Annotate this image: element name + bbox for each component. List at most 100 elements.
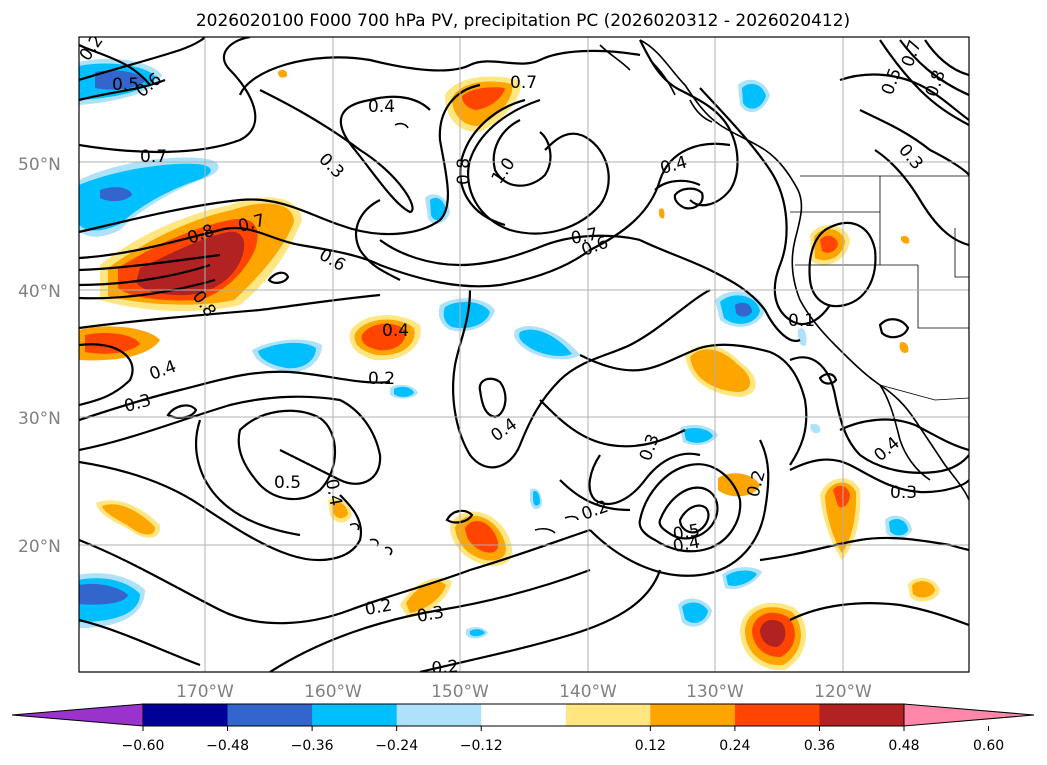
- precip-fill-layer: [79, 58, 940, 671]
- contour-label: 0.5: [671, 521, 701, 545]
- pv-contour: [874, 149, 969, 247]
- colorbar: −0.60 −0.48 −0.36 −0.24 −0.12 0.12 0.24 0.36 0.4…: [11, 703, 1035, 754]
- pv-contour: [79, 278, 216, 300]
- precip-negative-area: [735, 302, 752, 317]
- colorbar-tick-label: −0.36: [291, 738, 334, 754]
- pv-contour: [924, 39, 969, 77]
- precip-positive-area: [912, 581, 935, 598]
- colorbar-segment: [565, 704, 651, 726]
- contour-label: 0.4: [368, 97, 395, 117]
- contour-label: 0.5: [112, 75, 139, 95]
- border-mexico: [879, 384, 969, 401]
- contour-label: 0.1: [788, 311, 815, 331]
- colorbar-tick-label: −0.60: [122, 738, 165, 754]
- precip-negative-area: [889, 518, 908, 536]
- precip-positive-area: [136, 231, 245, 296]
- precip-negative-area: [100, 187, 132, 202]
- pv-contour: [79, 395, 382, 485]
- lon-label: 130°W: [686, 682, 744, 702]
- precip-negative-area: [258, 342, 316, 369]
- precip-positive-area: [278, 69, 288, 78]
- pv-contour: [195, 419, 301, 537]
- colorbar-frame: [142, 703, 905, 727]
- pv-contour: [654, 179, 701, 191]
- pv-contour: [379, 234, 641, 267]
- contour-label: 0.2: [431, 657, 460, 679]
- colorbar-tick-label: −0.12: [460, 738, 503, 754]
- pv-contour: [79, 253, 221, 272]
- map-panel: 0.2 0.5 0.6 0.7 0.4 0.8 1.0 0.7 0.6 0.4 …: [78, 36, 970, 679]
- colorbar-segment: [396, 704, 482, 726]
- pv-contour: [818, 373, 838, 385]
- colorbar-segment: [312, 704, 398, 726]
- colorbar-segment: [734, 704, 820, 726]
- pv-contour: [79, 83, 481, 236]
- pv-contour: [478, 377, 507, 419]
- pv-contour: [789, 458, 969, 494]
- precip-negative-area: [726, 570, 757, 586]
- precip-negative-area: [519, 329, 572, 357]
- pv-contour: [452, 289, 711, 469]
- colorbar-tick-label: 0.24: [719, 738, 750, 754]
- precip-positive-area: [690, 349, 751, 392]
- pv-contour: [879, 39, 969, 126]
- precip-negative-area: [79, 163, 211, 231]
- precip-positive-area: [462, 87, 505, 110]
- pv-contour: [79, 37, 257, 154]
- contour-label: 0.7: [140, 147, 167, 167]
- lat-label: 40°N: [18, 282, 61, 302]
- pv-contour: [759, 536, 969, 562]
- pv-contour: [79, 78, 166, 102]
- pv-contour: [79, 44, 151, 86]
- state-border-nv: [917, 265, 969, 329]
- contour-label: 0.2: [363, 596, 393, 620]
- pv-contour: [859, 109, 969, 176]
- precip-positive-area: [361, 323, 406, 351]
- pv-contour: [673, 187, 704, 210]
- pv-contour-layer: [79, 37, 969, 672]
- pv-contour: [79, 460, 363, 562]
- pv-contour: [878, 318, 910, 339]
- lon-label: 160°W: [304, 682, 362, 702]
- colorbar-tick-label: 0.48: [888, 738, 919, 754]
- colorbar-segment: [819, 704, 905, 726]
- precip-negative-area: [797, 328, 807, 346]
- coastline-alaska-islands: [599, 44, 713, 123]
- pv-contour: [639, 39, 739, 207]
- pv-contour: [79, 370, 391, 422]
- pv-contour: [639, 239, 801, 343]
- colorbar-tick-label: −0.24: [375, 738, 418, 754]
- precip-negative-area: [742, 83, 766, 109]
- pv-contour: [678, 504, 710, 534]
- precip-positive-area: [658, 208, 665, 219]
- coastline-north-america: [639, 39, 969, 501]
- pv-contour: [269, 568, 591, 672]
- pv-contour: [79, 142, 731, 288]
- colorbar-tick-label: −0.48: [206, 738, 249, 754]
- pv-contour: [355, 199, 401, 281]
- colorbar-over-arrow: [903, 703, 1035, 727]
- lon-label: 120°W: [814, 682, 872, 702]
- pv-contour: [638, 463, 742, 553]
- pv-contour: [789, 602, 969, 627]
- pv-contour: [699, 87, 831, 326]
- pv-contour: [445, 509, 474, 524]
- pv-contour: [79, 37, 206, 82]
- colorbar-tick-label: 0.12: [635, 738, 666, 754]
- contour-label: 0.4: [382, 321, 409, 341]
- precip-positive-area: [833, 485, 850, 508]
- map-frame: [78, 36, 970, 673]
- precip-positive-area: [760, 619, 786, 647]
- contour-label: 0.5: [274, 473, 301, 493]
- coastline-baja: [879, 384, 931, 481]
- pv-contour: [79, 343, 134, 407]
- pv-contour: [559, 479, 631, 512]
- pv-contour: [267, 271, 290, 284]
- colorbar-segment: [227, 704, 313, 726]
- lon-label: 150°W: [431, 682, 489, 702]
- coastline-islands: [394, 122, 579, 534]
- pv-contour: [79, 263, 211, 287]
- pv-contour: [467, 98, 610, 235]
- map-background: [79, 37, 969, 672]
